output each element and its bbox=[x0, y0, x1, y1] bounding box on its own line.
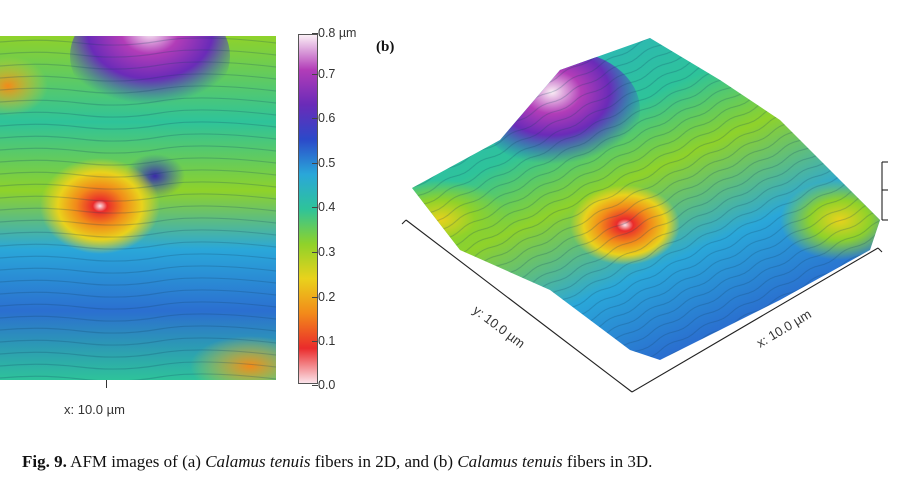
colorbar-tick: 0.3 bbox=[311, 245, 336, 259]
caption-text: fibers in 3D. bbox=[562, 452, 653, 471]
afm-2d-height-map bbox=[0, 36, 276, 380]
colorbar-tick: 0.5 bbox=[311, 156, 336, 170]
species-name: Calamus tenuis bbox=[205, 452, 311, 471]
surface-texture bbox=[412, 38, 880, 360]
x-axis-label-3d: x: 10.0 µm bbox=[754, 306, 814, 350]
x-axis-line bbox=[631, 247, 879, 393]
afm-3d-surface: y: 10.0 µm x: 10.0 µm bbox=[400, 30, 900, 400]
surface-texture bbox=[0, 36, 276, 380]
colorbar-tick: 0.1 bbox=[311, 334, 336, 348]
colorbar-tick: 0.7 bbox=[311, 67, 336, 81]
species-name: Calamus tenuis bbox=[457, 452, 563, 471]
colorbar-tick: 0.4 bbox=[311, 200, 336, 214]
caption-text: AFM images of (a) bbox=[66, 452, 206, 471]
y-axis-label-3d: y: 10.0 µm bbox=[470, 302, 528, 351]
x-axis-tick bbox=[106, 380, 107, 388]
x-axis-label: x: 10.0 µm bbox=[64, 402, 125, 417]
figure-caption: Fig. 9. AFM images of (a) Calamus tenuis… bbox=[22, 452, 882, 472]
colorbar-tick: 0.6 bbox=[311, 111, 336, 125]
colorbar-tick: 0.8 µm bbox=[311, 26, 357, 40]
colorbar-tick: 0.2 bbox=[311, 290, 336, 304]
caption-text: fibers in 2D, and (b) bbox=[310, 452, 458, 471]
panel-b-label: (b) bbox=[376, 39, 395, 55]
height-colorbar bbox=[298, 34, 318, 384]
figure-label: Fig. 9. bbox=[22, 452, 67, 471]
y-axis-line bbox=[405, 219, 633, 393]
colorbar-tick: 0.0 bbox=[311, 378, 336, 392]
